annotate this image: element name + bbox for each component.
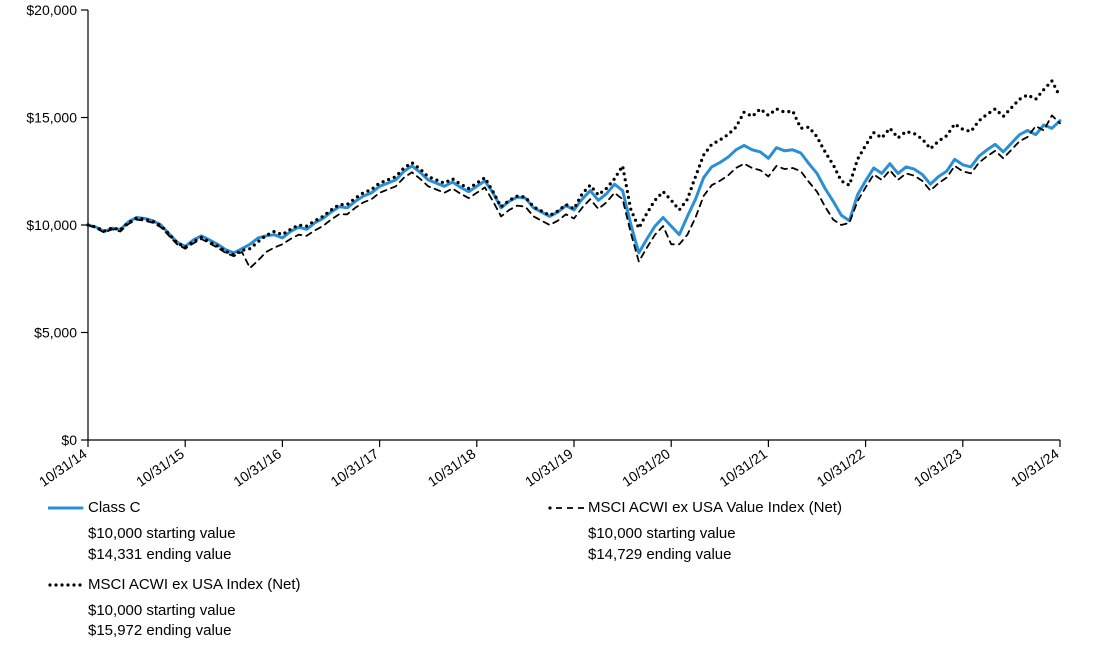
legend-item-class-c: Class C xyxy=(48,498,548,518)
legend-start-msci-index: $10,000 starting value xyxy=(48,601,548,621)
y-tick-label: $5,000 xyxy=(34,325,77,341)
x-tick-label: 10/31/20 xyxy=(619,445,673,489)
legend-end-msci-value: $14,729 ending value xyxy=(548,545,1048,565)
legend-swatch-class-c xyxy=(48,498,88,518)
x-tick-label: 10/31/24 xyxy=(1008,445,1062,489)
x-tick-label: 10/31/18 xyxy=(425,445,479,489)
legend-label-msci-value: MSCI ACWI ex USA Value Index (Net) xyxy=(588,498,1048,518)
x-tick-label: 10/31/21 xyxy=(716,445,770,489)
legend-start-msci-value: $10,000 starting value xyxy=(548,524,1048,544)
growth-chart-container: $0 $5,000 $10,000 $15,000 $20,000 10/31/14 10/… xyxy=(0,0,1100,653)
y-tick-label: $20,000 xyxy=(26,2,77,18)
legend-label-class-c: Class C xyxy=(88,498,548,518)
series-msci_value xyxy=(88,115,1060,268)
x-tick-label: 10/31/22 xyxy=(813,445,867,489)
legend-end-msci-index: $15,972 ending value xyxy=(48,621,548,641)
x-tick-label: 10/31/17 xyxy=(327,445,381,489)
y-tick-label: $0 xyxy=(61,432,77,448)
legend-label-msci-index: MSCI ACWI ex USA Index (Net) xyxy=(88,575,548,595)
series-class_c xyxy=(88,121,1060,253)
legend-end-class-c: $14,331 ending value xyxy=(48,545,548,565)
y-tick-label: $10,000 xyxy=(26,217,77,233)
legend-swatch-msci-index xyxy=(48,575,88,595)
x-tick-label: 10/31/16 xyxy=(230,445,284,489)
legend-item-msci-index: MSCI ACWI ex USA Index (Net) xyxy=(48,575,548,595)
legend: Class C $10,000 starting value $14,331 e… xyxy=(48,498,1048,642)
line-chart: $0 $5,000 $10,000 $15,000 $20,000 10/31/14 10/… xyxy=(0,0,1100,500)
x-tick-label: 10/31/14 xyxy=(36,445,90,489)
x-tick-label: 10/31/23 xyxy=(911,445,965,489)
legend-item-msci-value: MSCI ACWI ex USA Value Index (Net) xyxy=(548,498,1048,518)
legend-swatch-msci-value xyxy=(548,498,588,518)
x-tick-label: 10/31/19 xyxy=(522,445,576,489)
y-tick-label: $15,000 xyxy=(26,110,77,126)
legend-start-class-c: $10,000 starting value xyxy=(48,524,548,544)
x-tick-label: 10/31/15 xyxy=(133,445,187,489)
